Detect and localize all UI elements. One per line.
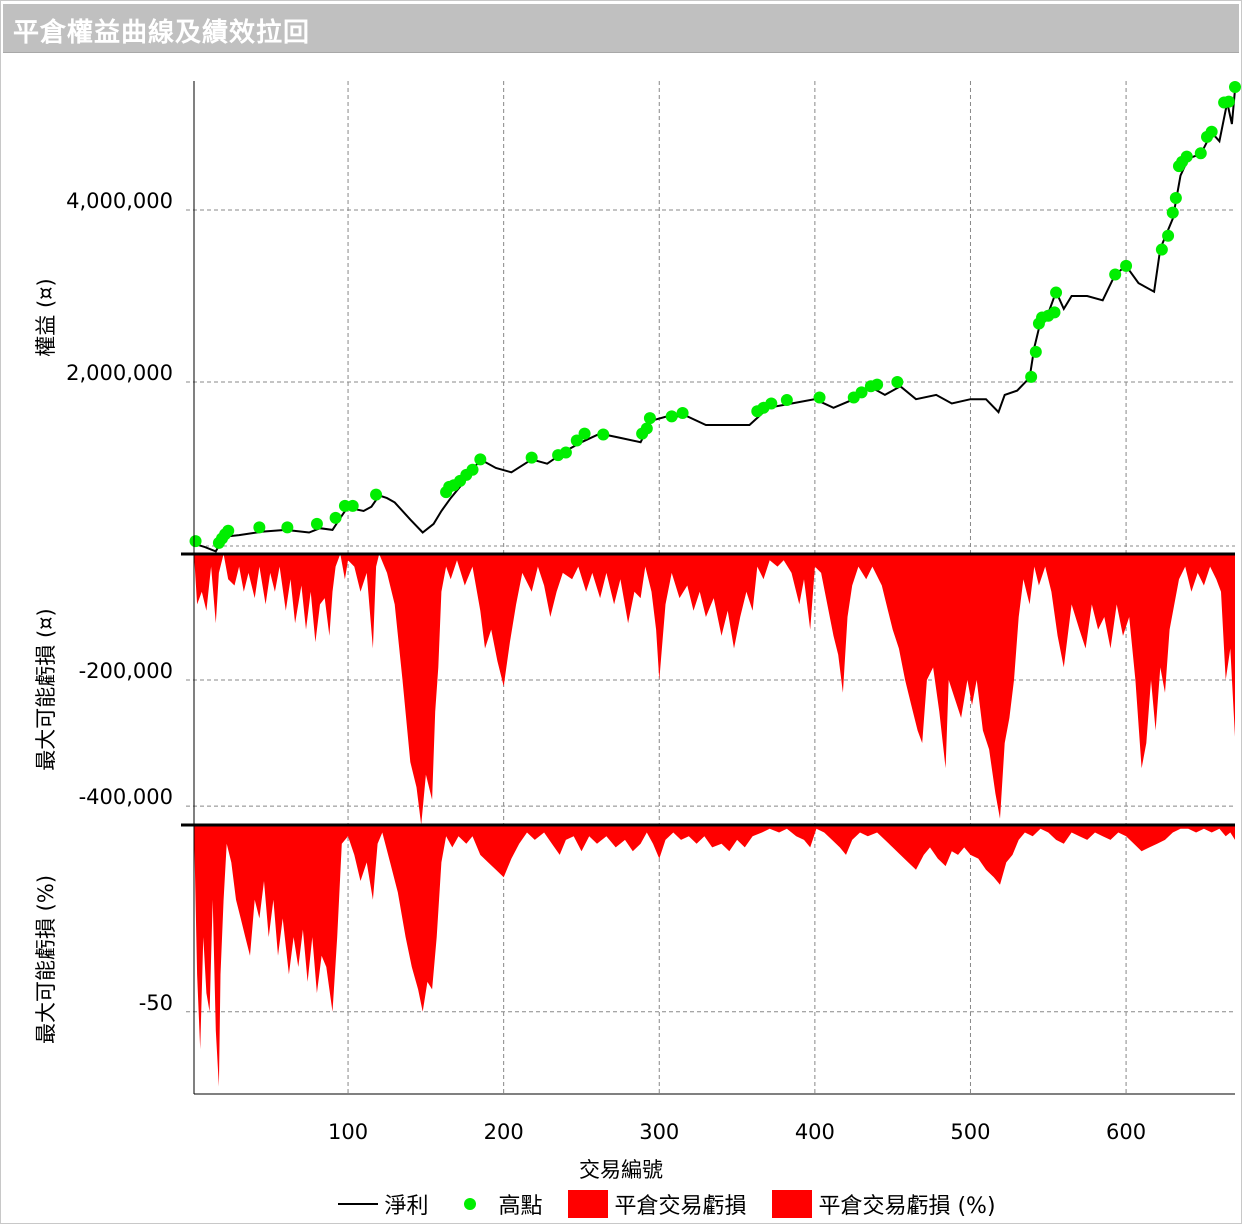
high-point xyxy=(1205,125,1218,138)
high-point xyxy=(855,386,868,399)
high-point xyxy=(474,453,487,466)
high-point xyxy=(891,376,904,388)
legend-area-swatch xyxy=(568,1190,609,1218)
chart-legend: 淨利 高點 平倉交易虧損 平倉交易虧損 (%) xyxy=(46,1187,1242,1221)
x-tick-label: 400 xyxy=(795,1120,835,1144)
legend-item-drawdown-pct: 平倉交易虧損 (%) xyxy=(772,1188,996,1220)
x-tick-label: 500 xyxy=(950,1120,990,1144)
legend-item-highs: 高點 xyxy=(454,1188,542,1220)
legend-item-net-profit: 淨利 xyxy=(338,1188,428,1220)
high-point xyxy=(253,521,266,534)
legend-item-drawdown: 平倉交易虧損 xyxy=(568,1188,746,1220)
high-point xyxy=(643,412,656,425)
x-tick-label: 200 xyxy=(484,1120,524,1144)
high-point xyxy=(570,434,583,447)
high-point xyxy=(578,427,591,440)
high-point xyxy=(1120,259,1133,272)
high-point xyxy=(1162,229,1175,242)
legend-label: 平倉交易虧損 xyxy=(614,1194,747,1219)
high-point xyxy=(525,451,538,464)
high-point xyxy=(329,511,342,524)
axes xyxy=(181,81,1235,1095)
high-point xyxy=(370,488,383,501)
high-point xyxy=(1155,243,1168,256)
high-point xyxy=(189,535,202,548)
title-bar: 平倉權益曲線及績效拉回 xyxy=(3,4,1239,53)
legend-line-swatch xyxy=(338,1203,379,1205)
drawdown-area xyxy=(194,825,1235,1087)
y-tick-label: 2,000,000 xyxy=(66,361,173,385)
legend-area-swatch xyxy=(772,1190,813,1218)
y-tick-label: 4,000,000 xyxy=(66,189,173,213)
high-point xyxy=(1166,206,1179,219)
high-point xyxy=(665,410,678,423)
y-tick-label: -50 xyxy=(139,991,173,1015)
equity-line-layer xyxy=(193,89,1236,553)
drawdown-areas xyxy=(194,554,1235,1087)
legend-label: 高點 xyxy=(498,1194,543,1219)
high-points-layer xyxy=(189,81,1241,549)
high-point xyxy=(780,394,793,407)
high-point xyxy=(676,406,689,419)
high-point xyxy=(1229,81,1241,94)
y-tick-label: -200,000 xyxy=(79,659,173,683)
legend-label: 淨利 xyxy=(384,1194,429,1219)
x-tick-label: 300 xyxy=(639,1120,679,1144)
high-point xyxy=(813,391,826,404)
high-point xyxy=(1025,370,1038,383)
high-point xyxy=(222,524,235,537)
high-point xyxy=(1180,150,1193,163)
high-point xyxy=(1050,286,1063,299)
high-point xyxy=(871,378,884,391)
high-point xyxy=(1029,345,1042,358)
high-point xyxy=(765,397,778,410)
high-point xyxy=(1109,268,1122,281)
high-point xyxy=(1048,306,1061,319)
high-point xyxy=(640,422,653,435)
y-axis-title: 最大可能虧損 (%) xyxy=(34,875,58,1044)
tick-labels: 100 200 300 400 500 600 交易編號 2,000,000 4,000,000… xyxy=(34,189,1146,1182)
high-point xyxy=(559,446,572,459)
high-point xyxy=(466,463,479,476)
y-tick-label: -400,000 xyxy=(79,785,173,809)
high-point xyxy=(1194,147,1207,160)
x-axis-title: 交易編號 xyxy=(579,1158,663,1182)
equity-line xyxy=(193,89,1236,553)
high-point xyxy=(597,428,610,441)
x-tick-label: 100 xyxy=(328,1120,368,1144)
y-axis-title: 最大可能虧損 (¤) xyxy=(34,608,58,770)
legend-label: 平倉交易虧損 (%) xyxy=(818,1194,996,1219)
high-point xyxy=(346,499,359,512)
drawdown-area xyxy=(194,554,1235,825)
x-tick-label: 600 xyxy=(1106,1120,1146,1144)
window-title: 平倉權益曲線及績效拉回 xyxy=(13,18,311,48)
high-point xyxy=(1222,95,1235,108)
legend-dot-swatch xyxy=(464,1198,477,1210)
high-point xyxy=(281,521,294,534)
y-axis-title: 權益 (¤) xyxy=(34,278,58,356)
high-point xyxy=(310,517,323,530)
high-point xyxy=(1169,191,1182,204)
